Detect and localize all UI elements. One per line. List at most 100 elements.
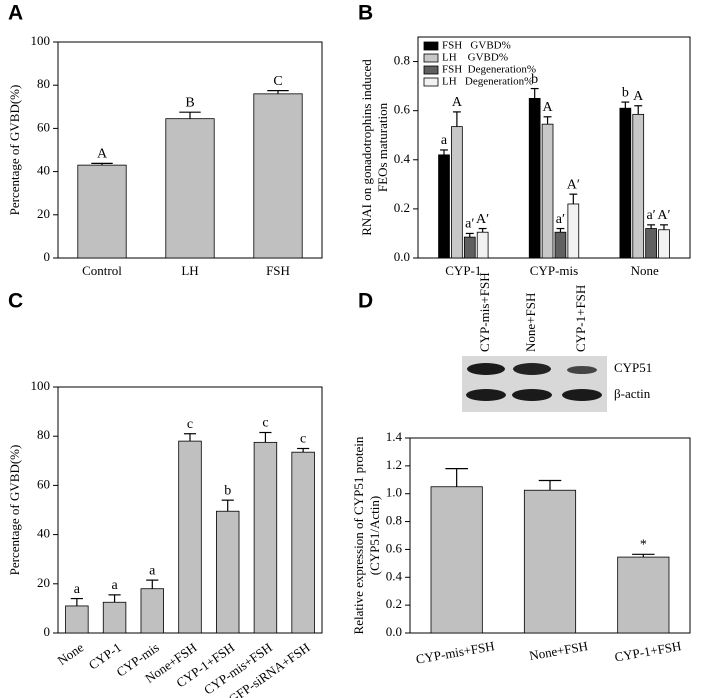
bar-annotation: A [542, 100, 553, 115]
x-tick-label: None [55, 639, 87, 668]
legend-label: LH Degeneration% [442, 76, 533, 88]
legend-label: LH GVBD% [442, 52, 508, 64]
y-tick-label: 100 [31, 378, 51, 393]
bar [102, 601, 127, 634]
y-tick-label: 0.6 [394, 102, 411, 117]
blot-lane-label: CYP-1+FSH [573, 285, 588, 352]
bar-annotation: a′ [556, 212, 565, 227]
bar [253, 441, 278, 634]
bar-annotation: A [633, 89, 644, 104]
y-tick-label: 20 [37, 206, 50, 221]
y-tick-label: 1.4 [386, 429, 403, 444]
y-axis-label: Percentage of GVBD(%) [7, 85, 22, 216]
bar [165, 118, 215, 259]
legend-swatch [423, 77, 439, 87]
y-tick-label: 0.2 [386, 596, 402, 611]
bar [291, 451, 315, 634]
bar [476, 231, 489, 259]
bar [438, 154, 450, 259]
panel-label: B [358, 2, 373, 25]
bar [658, 229, 670, 259]
y-tick-label: 1.2 [386, 457, 402, 472]
y-tick-label: 60 [37, 119, 50, 134]
bar [65, 605, 89, 634]
bar-annotation: a [149, 563, 156, 578]
y-tick-label: 0 [44, 624, 51, 639]
bar-annotation: c [300, 432, 306, 447]
legend-swatch [423, 53, 439, 63]
bar [554, 231, 567, 259]
x-tick-label: CYP-1 [445, 263, 481, 278]
bar [523, 489, 577, 634]
bar [451, 126, 463, 259]
bar [430, 486, 483, 634]
legend-label: FSH Degeneration% [442, 64, 536, 76]
y-tick-label: 0 [44, 249, 51, 264]
bar-annotation: A [97, 147, 108, 162]
y-axis-label: FEOs maturation [375, 102, 390, 192]
x-tick-label: CYP-1+FSH [613, 638, 682, 664]
bar [77, 164, 127, 259]
blot-lane-label: CYP-mis+FSH [477, 272, 492, 352]
x-tick-label: None+FSH [528, 638, 589, 663]
y-tick-label: 0.0 [386, 624, 402, 639]
y-tick-label: 0.2 [394, 200, 410, 215]
bar-annotation: b [224, 483, 231, 498]
bar-annotation: A [452, 95, 463, 110]
x-tick-label: LH [181, 263, 198, 278]
y-tick-label: 80 [37, 76, 50, 91]
bar-annotation: c [262, 416, 268, 431]
bar [617, 556, 670, 634]
y-axis-label: Relative expression of CYP51 protein [351, 436, 366, 634]
y-tick-label: 100 [31, 33, 51, 48]
panel-label: D [358, 290, 373, 313]
y-tick-label: 80 [37, 427, 50, 442]
y-tick-label: 0.6 [386, 540, 403, 555]
bar-annotation: b [531, 72, 538, 87]
bar [528, 97, 541, 259]
blot-row-label: β-actin [614, 386, 651, 401]
y-tick-label: 0.0 [394, 249, 410, 264]
y-tick-label: 0.4 [386, 568, 403, 583]
bar-annotation: b [622, 85, 629, 100]
band [466, 389, 506, 401]
bar-annotation: A′ [476, 212, 489, 227]
blot [462, 356, 607, 412]
bar [567, 203, 580, 259]
x-tick-label: CYP-mis [530, 263, 578, 278]
x-tick-label: None [631, 263, 659, 278]
y-axis-label: (CYP51/Actin) [367, 496, 382, 575]
y-axis-label: Percentage of GVBD(%) [7, 445, 22, 576]
bar-annotation: * [640, 538, 647, 553]
y-tick-label: 40 [37, 526, 50, 541]
band [562, 389, 602, 401]
bar-annotation: c [187, 417, 193, 432]
panel-label: A [8, 2, 23, 25]
y-tick-label: 40 [37, 163, 50, 178]
blot-lane-label: None+FSH [523, 293, 538, 352]
band [567, 366, 597, 374]
bar [215, 510, 240, 634]
y-tick-label: 0.8 [394, 53, 410, 68]
y-tick-label: 60 [37, 476, 50, 491]
bar-annotation: a′ [646, 208, 655, 223]
legend-swatch [423, 41, 439, 51]
x-tick-label: FSH [266, 263, 290, 278]
bar [632, 113, 645, 259]
y-axis-label: RNAI on gonadotrophins induced [359, 59, 374, 236]
bar [253, 93, 303, 259]
bar [619, 107, 632, 259]
band [513, 363, 551, 375]
bar-annotation: B [185, 95, 194, 110]
bar-annotation: A′ [657, 208, 670, 223]
bar-annotation: C [273, 74, 282, 89]
band [467, 363, 505, 375]
bar-annotation: A′ [567, 177, 580, 192]
bar [541, 123, 554, 259]
blot-row-label: CYP51 [614, 360, 652, 375]
x-tick-label: Control [82, 263, 122, 278]
bar [140, 588, 165, 634]
bar-annotation: a [74, 582, 81, 597]
bar-annotation: a [441, 133, 448, 148]
